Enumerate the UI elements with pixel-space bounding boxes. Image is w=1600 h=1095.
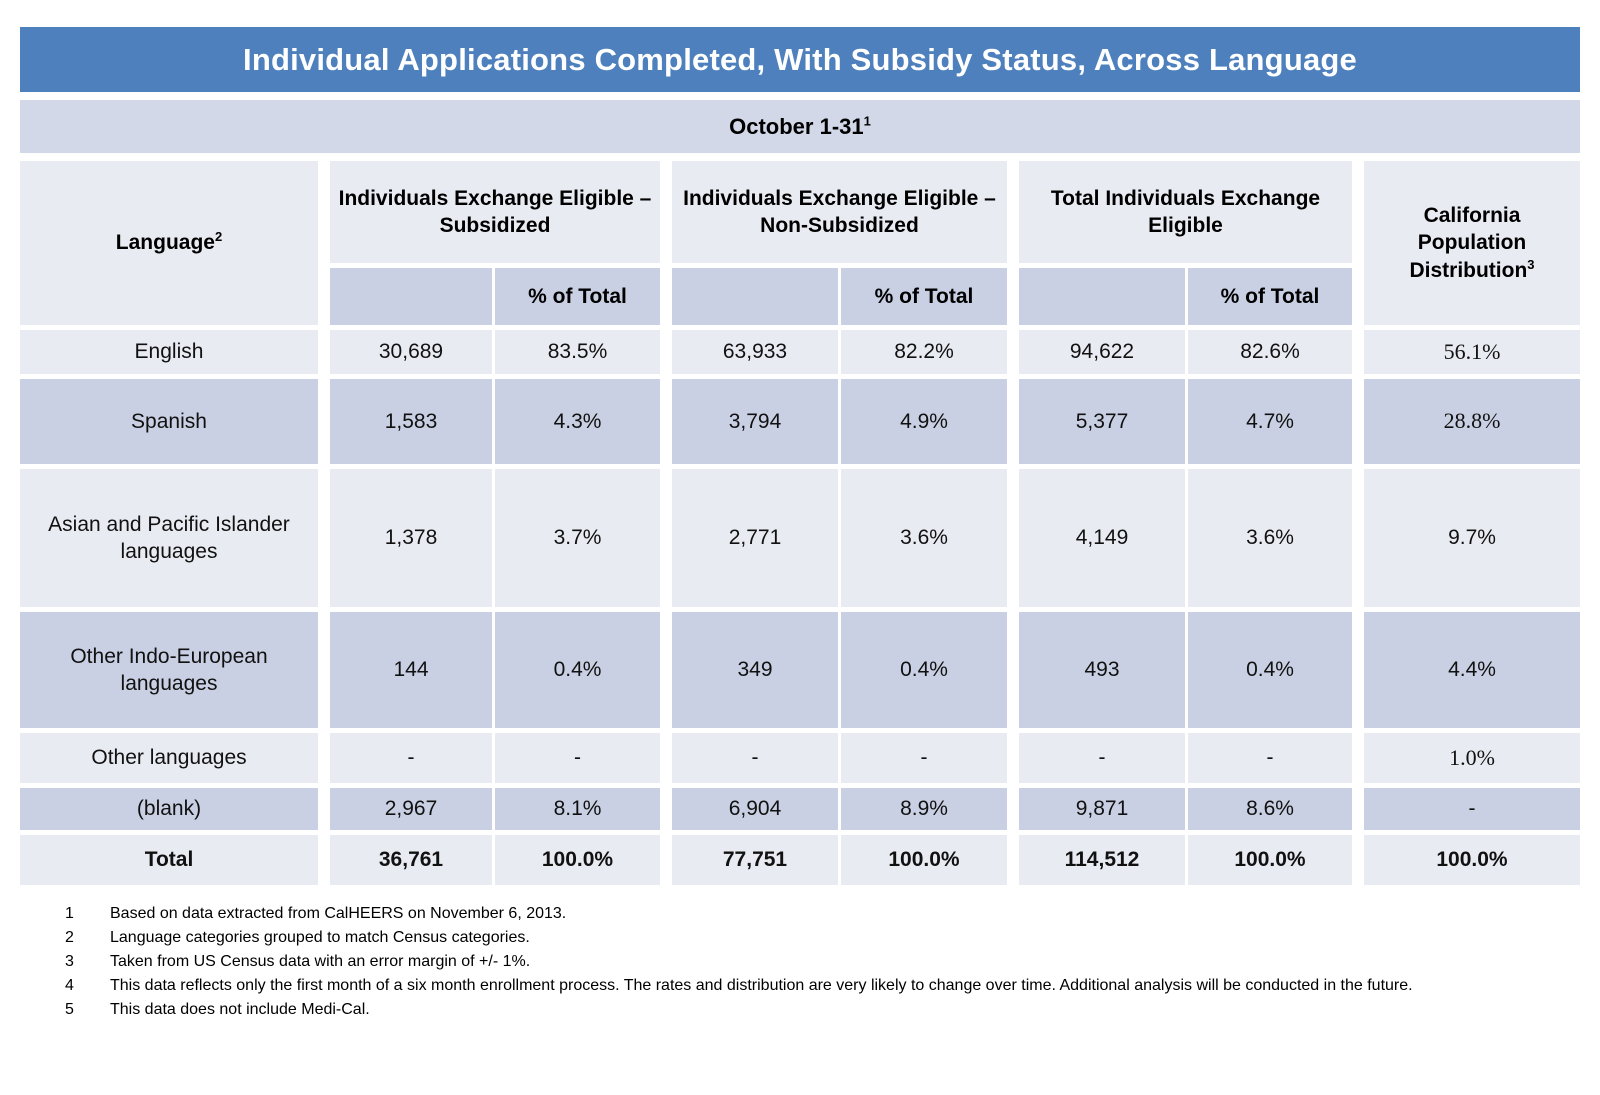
subheader-nonsubsidized-count [672, 268, 838, 325]
cell: 6,904 [672, 788, 838, 830]
cell: 100.0% [1188, 835, 1352, 885]
cell: - [330, 733, 492, 783]
row-label-other-languages: Other languages [20, 733, 318, 783]
cell: 0.4% [495, 612, 660, 728]
subheader-subsidized-pct: % of Total [495, 268, 660, 325]
cell: 36,761 [330, 835, 492, 885]
subheader-total-pct: % of Total [1188, 268, 1352, 325]
cell: 0.4% [1188, 612, 1352, 728]
cell: - [672, 733, 838, 783]
cell: 1.0% [1364, 733, 1580, 783]
cell: 8.1% [495, 788, 660, 830]
cell: 3,794 [672, 379, 838, 464]
cell: 9,871 [1019, 788, 1185, 830]
cell: 77,751 [672, 835, 838, 885]
cell: 0.4% [841, 612, 1007, 728]
footnote-5: 5 This data does not include Medi-Cal. [65, 1001, 370, 1018]
footnotes: 1 Based on data extracted from CalHEERS … [20, 905, 1580, 1019]
page-title: Individual Applications Completed, With … [243, 41, 1357, 77]
cell: 2,967 [330, 788, 492, 830]
cell: 100.0% [1364, 835, 1580, 885]
column-header-total-eligible: Total Individuals Exchange Eligible [1019, 161, 1352, 263]
cell: 56.1% [1364, 330, 1580, 374]
footnote-1: 1 Based on data extracted from CalHEERS … [65, 905, 567, 922]
subheader-nonsubsidized-pct: % of Total [841, 268, 1007, 325]
row-label-asian-pacific: Asian and Pacific Islander languages [20, 469, 318, 607]
column-header-ca-population: California Population Distribution3 [1364, 161, 1580, 325]
cell: 94,622 [1019, 330, 1185, 374]
column-header-non-subsidized: Individuals Exchange Eligible – Non-Subs… [672, 161, 1007, 263]
cell: 82.2% [841, 330, 1007, 374]
subtitle-band: October 1-311 [20, 100, 1580, 153]
footnote-2: 2 Language categories grouped to match C… [65, 929, 530, 946]
date-range: October 1-311 [729, 113, 871, 139]
cell: 3.6% [841, 469, 1007, 607]
row-label-blank: (blank) [20, 788, 318, 830]
cell: 8.9% [841, 788, 1007, 830]
cell: - [841, 733, 1007, 783]
cell: 114,512 [1019, 835, 1185, 885]
footnote-4: 4 This data reflects only the first mont… [65, 977, 1413, 994]
cell: 4.7% [1188, 379, 1352, 464]
cell: 349 [672, 612, 838, 728]
language-subsidy-table: Individual Applications Completed, With … [20, 27, 1580, 1025]
data-grid: Language2 Individuals Exchange Eligible … [20, 161, 1580, 885]
subheader-subsidized-count [330, 268, 492, 325]
cell: 1,378 [330, 469, 492, 607]
cell: 3.7% [495, 469, 660, 607]
cell: 4.9% [841, 379, 1007, 464]
cell: - [1364, 788, 1580, 830]
cell: 28.8% [1364, 379, 1580, 464]
cell: 5,377 [1019, 379, 1185, 464]
cell: 100.0% [841, 835, 1007, 885]
row-label-total: Total [20, 835, 318, 885]
column-header-subsidized: Individuals Exchange Eligible – Subsidiz… [330, 161, 660, 263]
cell: 100.0% [495, 835, 660, 885]
subheader-total-count [1019, 268, 1185, 325]
footnote-3: 3 Taken from US Census data with an erro… [65, 953, 531, 970]
cell: 2,771 [672, 469, 838, 607]
cell: 83.5% [495, 330, 660, 374]
cell: - [495, 733, 660, 783]
row-label-english: English [20, 330, 318, 374]
row-label-indo-european: Other Indo-European languages [20, 612, 318, 728]
cell: 4.3% [495, 379, 660, 464]
cell: 4,149 [1019, 469, 1185, 607]
footnote-ref-1: 1 [863, 113, 871, 129]
cell: 144 [330, 612, 492, 728]
cell: 9.7% [1364, 469, 1580, 607]
cell: 4.4% [1364, 612, 1580, 728]
column-header-language: Language2 [20, 161, 318, 325]
cell: - [1019, 733, 1185, 783]
row-label-spanish: Spanish [20, 379, 318, 464]
cell: 63,933 [672, 330, 838, 374]
cell: - [1188, 733, 1352, 783]
cell: 493 [1019, 612, 1185, 728]
cell: 30,689 [330, 330, 492, 374]
title-bar: Individual Applications Completed, With … [20, 27, 1580, 92]
cell: 3.6% [1188, 469, 1352, 607]
cell: 1,583 [330, 379, 492, 464]
cell: 8.6% [1188, 788, 1352, 830]
cell: 82.6% [1188, 330, 1352, 374]
